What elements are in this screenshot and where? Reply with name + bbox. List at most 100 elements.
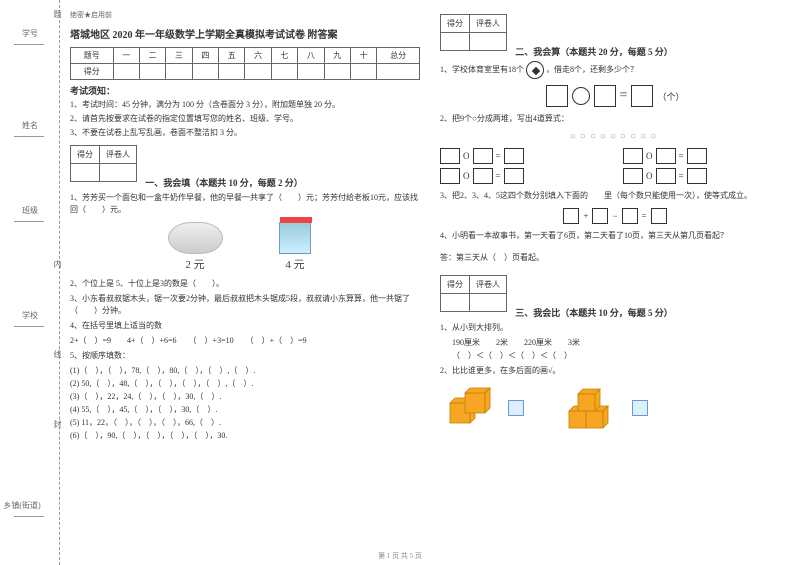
secret-label: 绝密★启用前	[70, 10, 420, 20]
section-3-title: 三、我会比（本题共 10 分，每题 5 分）	[515, 306, 673, 319]
scorebox-label: 得分	[71, 146, 100, 164]
binding-line	[14, 326, 44, 327]
binding-line	[14, 516, 44, 517]
question-1-4: 4、在括号里填上适当的数	[70, 320, 420, 332]
score-cell[interactable]	[245, 64, 271, 80]
bread-image: 2 元	[160, 222, 230, 272]
question-1-5: 5、按顺序填数：	[70, 350, 420, 362]
scorebox-cell[interactable]	[441, 33, 470, 51]
answer-box[interactable]	[656, 168, 676, 184]
score-header-cell: 总分	[377, 48, 420, 64]
milk-icon	[279, 222, 311, 254]
equation-fill: + − =	[440, 208, 790, 224]
cube-group-right	[564, 383, 648, 433]
milk-image: 4 元	[260, 222, 330, 272]
scorebox-cell[interactable]	[441, 294, 470, 312]
checkbox-left[interactable]	[508, 400, 524, 416]
answer-box[interactable]	[563, 208, 579, 224]
score-header-cell: 八	[298, 48, 324, 64]
checkbox-right[interactable]	[632, 400, 648, 416]
cubes-right-icon	[564, 383, 624, 433]
score-header-cell: 九	[324, 48, 350, 64]
answer-box[interactable]	[687, 168, 707, 184]
score-cell[interactable]	[298, 64, 324, 80]
sequence-line: (1)（ ），（ ），78,（ ），80,（ ），（ ）,（ ）.	[70, 365, 420, 377]
answer-box[interactable]	[651, 208, 667, 224]
binding-label: 姓名	[10, 120, 50, 131]
sequence-line: (4) 55,（ ），45,（ ），（ ），30,（ ）.	[70, 404, 420, 416]
scorebox-label: 得分	[441, 276, 470, 294]
scorebox-label: 得分	[441, 15, 470, 33]
breakfast-images: 2 元 4 元	[70, 222, 420, 272]
scorebox-cell[interactable]	[71, 164, 100, 182]
scorebox-label: 评卷人	[100, 146, 137, 164]
question-1-1: 1、芳芳买一个面包和一盒牛奶作早餐，他的早餐一共享了（ ）元；芳芳付给老板10元…	[70, 192, 420, 216]
scorebox-label: 评卷人	[470, 15, 507, 33]
score-table: 题号 一 二 三 四 五 六 七 八 九 十 总分 得分	[70, 47, 420, 80]
question-1-3: 3、小东看叔叔锯木头，锯一次要2分钟，最后叔叔把木头锯成5段，叔叔请小东算算，他…	[70, 293, 420, 317]
equation-row: O =	[440, 168, 607, 184]
answer-box[interactable]	[622, 208, 638, 224]
sequence-line: (5) 11，22，（ ），（ ），（ ），66,（ ）.	[70, 417, 420, 429]
cube-comparison	[440, 383, 790, 433]
answer-box[interactable]	[594, 85, 616, 107]
score-cell[interactable]	[166, 64, 192, 80]
question-1-2: 2、个位上是 5、十位上是3的数是（ ）。	[70, 278, 420, 290]
scorebox-label: 评卷人	[470, 276, 507, 294]
score-cell[interactable]	[219, 64, 245, 80]
score-cell[interactable]	[377, 64, 420, 80]
score-cell[interactable]	[192, 64, 218, 80]
q2-1-text-a: 1、学校体育室里有18个	[440, 65, 524, 74]
score-header-cell: 三	[166, 48, 192, 64]
equation-grid: O = O = O = O =	[440, 148, 790, 184]
scorebox-cell[interactable]	[100, 164, 137, 182]
left-column: 绝密★启用前 塔城地区 2020 年一年级数学上学期全真模拟考试试卷 附答案 题…	[70, 10, 420, 555]
answer-box[interactable]	[440, 168, 460, 184]
score-cell[interactable]	[324, 64, 350, 80]
score-cell[interactable]	[350, 64, 376, 80]
score-cell[interactable]	[139, 64, 165, 80]
answer-box[interactable]	[687, 148, 707, 164]
answer-box[interactable]	[656, 148, 676, 164]
answer-box[interactable]	[473, 148, 493, 164]
q3-1-values: 190厘米 2米 220厘米 3米	[440, 337, 790, 349]
sequence-line: (3)（ ），22，24,（ ），（ ），30,（ ）.	[70, 391, 420, 403]
bread-price: 2 元	[185, 256, 204, 272]
question-2-3: 3、把2、3、4、5这四个数分别填入下面的 里（每个数只能使用一次），使等式成立…	[440, 190, 790, 202]
answer-box[interactable]	[546, 85, 568, 107]
exam-title: 塔城地区 2020 年一年级数学上学期全真模拟考试试卷 附答案	[70, 26, 420, 41]
answer-box[interactable]	[473, 168, 493, 184]
instructions-title: 考试须知：	[70, 84, 420, 97]
right-column: 得分评卷人 二、我会算（本题共 20 分，每题 5 分） 1、学校体育室里有18…	[440, 10, 790, 555]
answer-box[interactable]	[504, 148, 524, 164]
score-header-cell: 一	[113, 48, 139, 64]
scorebox-cell[interactable]	[470, 294, 507, 312]
score-header-cell: 十	[350, 48, 376, 64]
binding-marker: 封	[52, 420, 63, 428]
equation-row: O =	[623, 168, 790, 184]
answer-box[interactable]	[504, 168, 524, 184]
instruction-line: 3、不要在试卷上乱写乱画，卷面不整洁扣 3 分。	[70, 127, 420, 139]
scorebox-cell[interactable]	[470, 33, 507, 51]
question-2-4: 4、小明看一本故事书，第一天看了6页，第二天看了10页，第三天从第几页看起？	[440, 230, 790, 242]
q3-1-blanks: （ ）＜（ ）＜（ ）＜（ ）	[440, 350, 790, 362]
answer-box[interactable]	[592, 208, 608, 224]
question-3-2: 2、比比谁更多，在多后面的画√。	[440, 365, 790, 377]
soccer-ball-icon	[526, 61, 544, 79]
binding-line	[14, 136, 44, 137]
score-value-row: 得分	[71, 64, 420, 80]
binding-label: 学校	[10, 310, 50, 321]
cube-group-left	[440, 383, 524, 433]
answer-box[interactable]	[631, 85, 653, 107]
answer-box[interactable]	[623, 148, 643, 164]
equation-row: O =	[440, 148, 607, 164]
operator-circle[interactable]	[572, 87, 590, 105]
score-cell[interactable]	[113, 64, 139, 80]
score-cell[interactable]	[271, 64, 297, 80]
answer-box[interactable]	[623, 168, 643, 184]
equation-boxes: = （个）	[440, 85, 790, 107]
milk-price: 4 元	[285, 256, 304, 272]
answer-box[interactable]	[440, 148, 460, 164]
binding-marker: 内	[52, 260, 63, 268]
nine-circles: ○○○○○○○○○	[440, 131, 790, 142]
